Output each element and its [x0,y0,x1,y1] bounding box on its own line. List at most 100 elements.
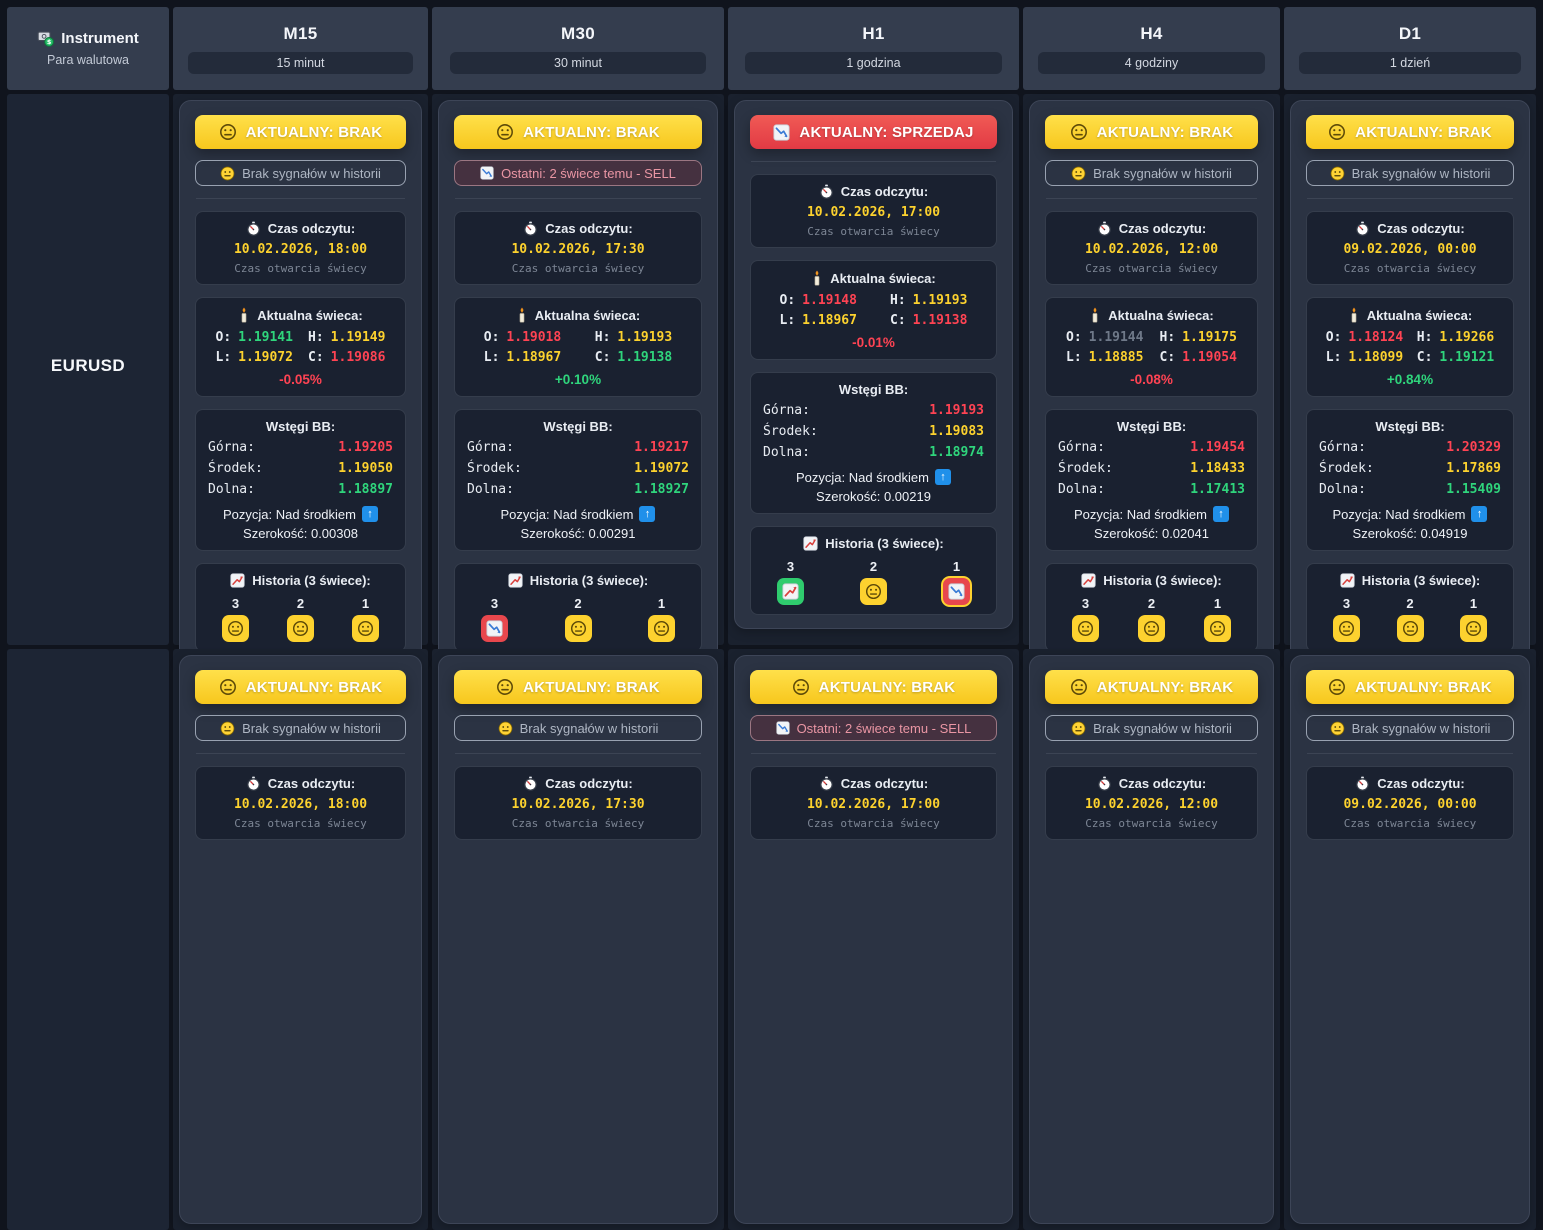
neutral-face-icon[interactable] [1396,615,1424,642]
low-label: L: [483,350,500,365]
chart-decreasing-icon [773,123,790,141]
bb-lower-value: 1.18897 [338,482,393,497]
history-box: Historia (3 świece): 3 2 1 [195,563,406,652]
read-time-title: Czas odczytu: [1118,221,1207,236]
current-signal-banner: AKTUALNY: BRAK [1306,670,1514,704]
read-time-title: Czas odczytu: [1118,776,1207,791]
history-slots: 3 2 1 [1319,596,1501,642]
neutral-face-icon [1330,721,1345,736]
chart-increasing-icon [1340,573,1355,588]
signal-card: AKTUALNY: BRAK Brak sygnałów w historii … [1290,100,1530,666]
neutral-face-icon[interactable] [860,578,887,605]
close-value: 1.19138 [617,350,673,365]
bb-middle-value: 1.18433 [1190,461,1245,476]
arrow-up-badge[interactable]: ↑ [934,469,951,485]
bollinger-box: Wstęgi BB: Górna: 1.20329 Środek: 1.17869 … [1306,409,1514,551]
candle-title: Aktualna świeca: [257,307,363,323]
arrow-up-badge[interactable]: ↑ [1471,506,1488,522]
read-time-title: Czas odczytu: [1377,221,1465,236]
chart-decreasing-icon[interactable] [481,615,508,642]
bb-position: Pozycja: Nad środkiem [223,506,356,522]
timeframe-desc: 15 minut [188,51,413,74]
timeframe-header-m15: M15 15 minut [173,7,428,90]
history-slot-2: 2 [1138,596,1165,642]
arrow-up-badge[interactable]: ↑ [361,506,378,522]
cell-row2-m15: AKTUALNY: BRAK Brak sygnałów w historii … [173,649,428,1230]
history-title: Historia (3 świece): [1103,573,1222,588]
candle-title: Aktualna świeca: [830,270,936,286]
history-box: Historia (3 świece): 3 2 1 [1306,563,1514,652]
neutral-face-icon [1071,166,1086,181]
current-signal-banner: AKTUALNY: BRAK [195,670,406,704]
read-subtitle: Czas otwarcia świecy [1085,817,1218,830]
neutral-face-icon [220,721,235,736]
open-label: O: [483,330,500,345]
stopwatch-icon [1097,776,1112,791]
timeframe-header-h1: H1 1 godzina [728,7,1019,90]
arrow-up-badge[interactable]: ↑ [639,506,656,522]
bb-title: Wstęgi BB: [543,419,613,434]
high-value: 1.19193 [617,330,673,345]
cell-eurusd-d1: AKTUALNY: BRAK Brak sygnałów w historii … [1284,94,1536,666]
low-value: 1.18967 [506,350,562,365]
neutral-face-icon[interactable] [352,615,379,642]
history-slot-number: 2 [869,559,878,574]
history-box: Historia (3 świece): 3 2 1 [1045,563,1258,652]
stopwatch-icon [819,184,834,199]
neutral-face-icon[interactable] [287,615,314,642]
bb-title: Wstęgi BB: [838,382,909,397]
neutral-face-icon[interactable] [1460,615,1487,642]
neutral-face-icon[interactable] [1204,615,1231,642]
bb-lower-label: Dolna: [763,445,810,460]
history-note: Brak sygnałów w historii [454,715,702,741]
history-note: Brak sygnałów w historii [1306,715,1514,741]
read-datetime: 10.02.2026, 17:30 [511,797,645,812]
candle-title: Aktualna świeca: [1108,307,1214,323]
close-label: C: [890,313,906,328]
high-label: H: [890,293,906,308]
neutral-face-icon[interactable] [648,615,675,642]
bb-upper-value: 1.19454 [1190,440,1245,455]
read-datetime: 10.02.2026, 12:00 [1084,242,1219,257]
signal-card: AKTUALNY: SPRZEDAJ Czas odczytu: 10.02.2… [734,100,1013,629]
history-slots: 3 2 1 [1058,596,1245,642]
timeframe-code: M15 [283,23,318,43]
neutral-face-icon [496,678,514,696]
timeframe-header-d1: D1 1 dzień [1284,7,1536,90]
timeframe-desc: 1 dzień [1299,51,1521,74]
candle-box: Aktualna świeca: O: 1.18124 H: 1.19266 L: 1… [1306,297,1514,397]
history-slot-3: 3 [1333,596,1360,642]
history-slot-1: 1 [1204,596,1231,642]
history-slot-number: 1 [657,596,666,611]
divider [1307,198,1513,199]
chart-increasing-icon[interactable] [777,578,804,605]
cell-eurusd-h1: AKTUALNY: SPRZEDAJ Czas odczytu: 10.02.2… [728,94,1019,645]
neutral-face-icon[interactable] [1138,615,1165,642]
read-subtitle: Czas otwarcia świecy [234,262,367,275]
open-label: O: [1066,330,1082,345]
history-note: Brak sygnałów w historii [195,715,406,741]
current-signal-banner: AKTUALNY: BRAK [454,670,702,704]
read-time-box: Czas odczytu: 10.02.2026, 17:30 Czas otw… [454,211,702,285]
read-time-title: Czas odczytu: [545,221,633,236]
neutral-face-icon[interactable] [1072,615,1099,642]
read-time-box: Czas odczytu: 09.02.2026, 00:00 Czas otw… [1306,211,1514,285]
bb-middle-label: Środek: [1058,461,1113,476]
instrument-cell [7,649,169,1230]
bb-upper-label: Górna: [208,440,255,455]
arrow-up-badge[interactable]: ↑ [1212,506,1229,522]
neutral-face-icon[interactable] [1333,615,1360,642]
read-subtitle: Czas otwarcia świecy [1343,262,1477,275]
bb-lower-value: 1.18927 [634,482,689,497]
candle-title: Aktualna świeca: [1366,307,1473,323]
signal-card: AKTUALNY: BRAK Ostatni: 2 świece temu - … [734,655,1013,1224]
neutral-face-icon[interactable] [564,615,592,642]
low-value: 1.19072 [238,350,293,365]
high-label: H: [1416,330,1433,345]
chart-decreasing-icon[interactable] [943,578,970,605]
neutral-face-icon[interactable] [222,615,249,642]
bb-position: Pozycja: Nad środkiem [500,506,634,522]
read-subtitle: Czas otwarcia świecy [234,817,367,830]
bb-middle-label: Środek: [763,424,818,439]
neutral-face-icon [219,678,237,696]
